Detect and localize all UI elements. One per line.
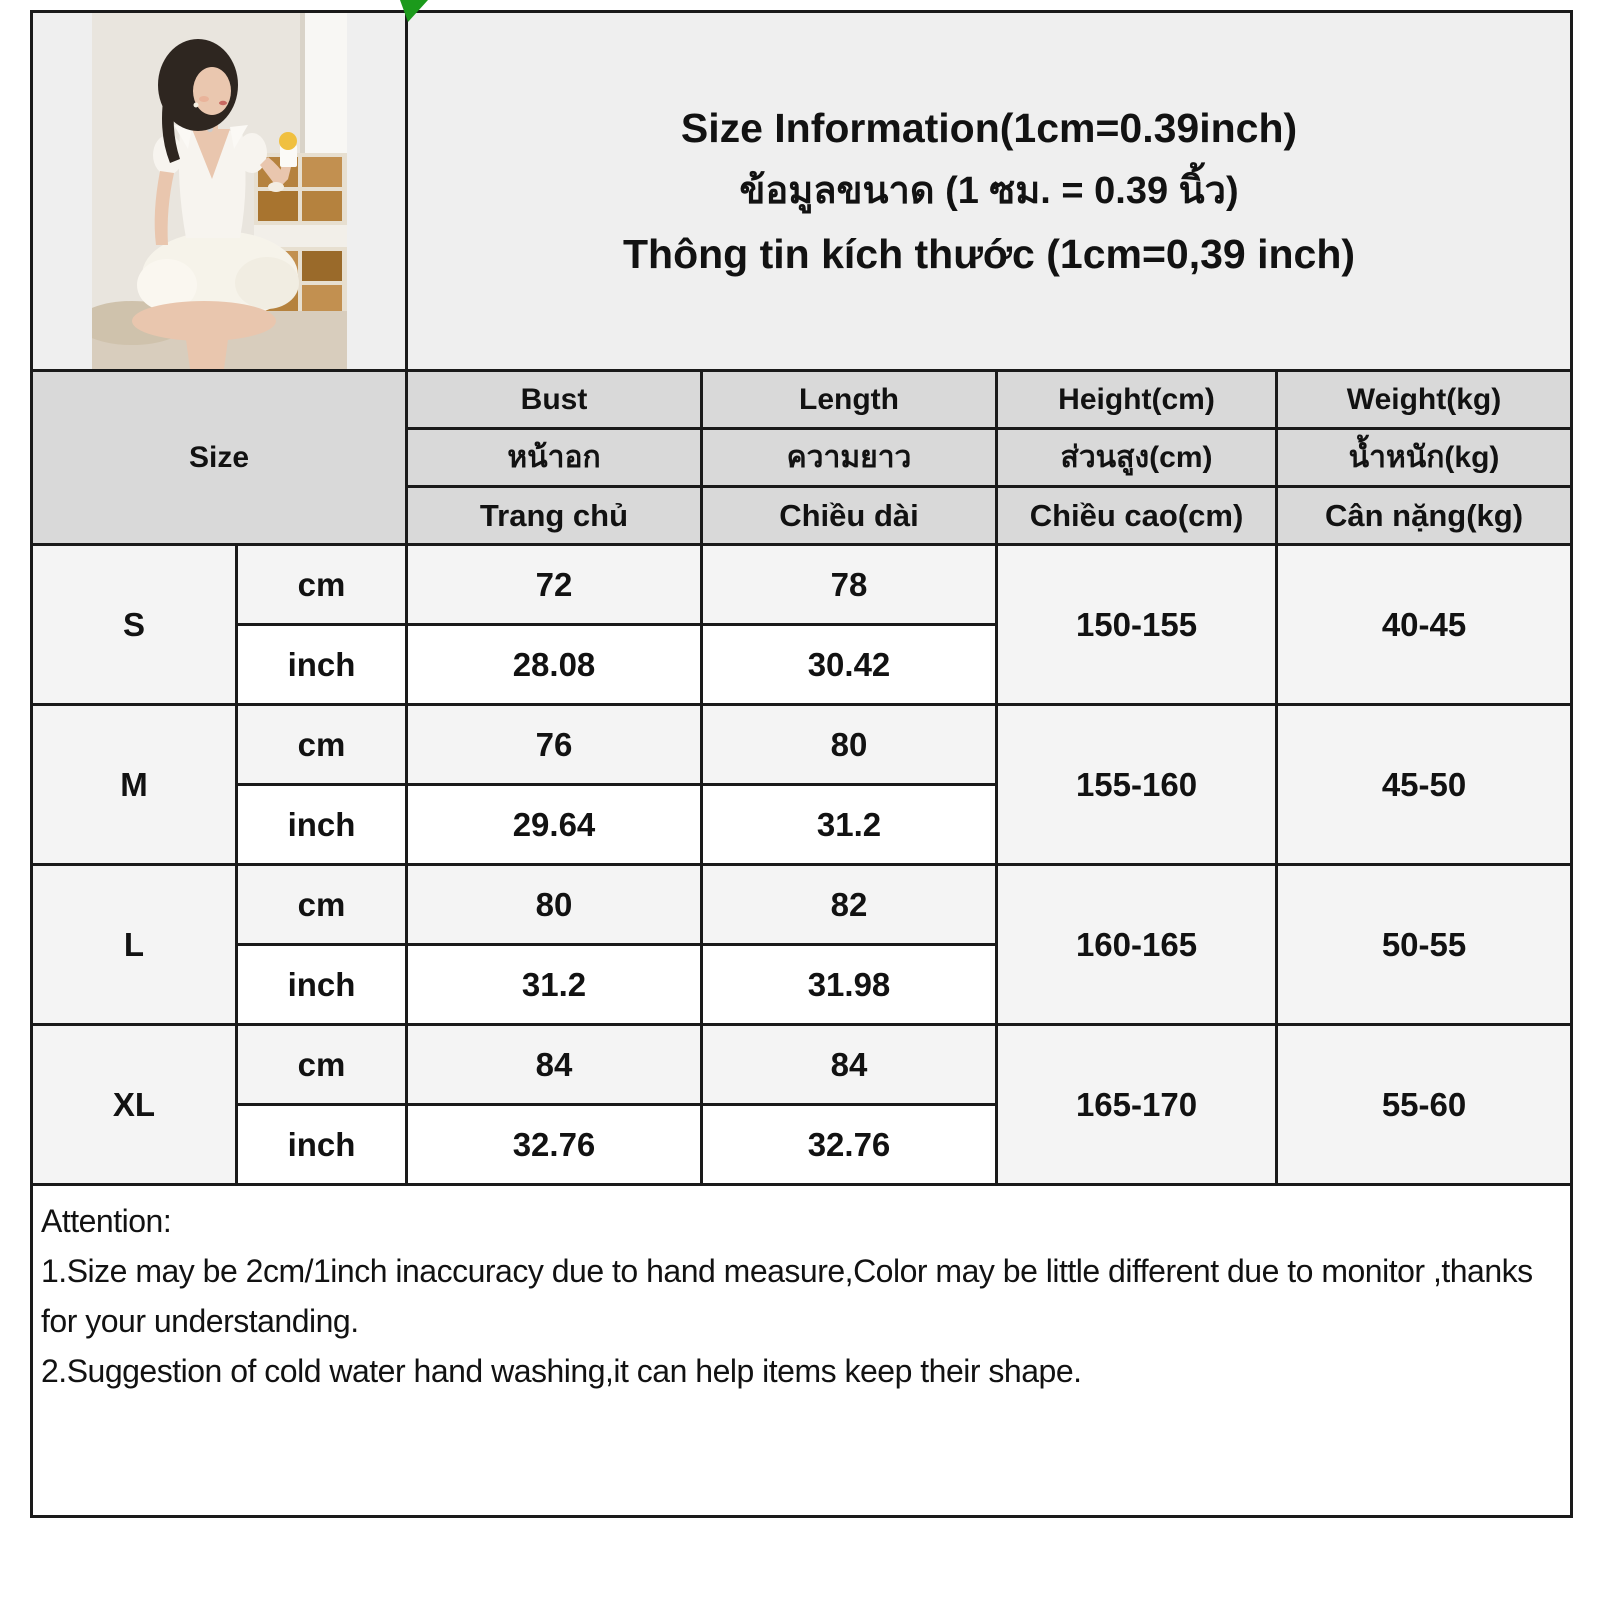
table-row-s-cm: S cm 72 78 150-155 40-45: [30, 543, 1574, 706]
header-row-english: Size Bust Length Height(cm) Weight(kg): [30, 369, 1574, 546]
height-s: 150-155: [995, 543, 1278, 706]
length-l-inch: 31.98: [700, 943, 998, 1026]
table-row-l-cm: L cm 80 82 160-165 50-55: [30, 863, 1574, 1026]
attention-note-1: 1.Size may be 2cm/1inch inaccuracy due t…: [41, 1253, 1533, 1339]
unit-cm: cm: [235, 1023, 408, 1106]
bust-s-cm: 72: [405, 543, 703, 626]
size-chart-sheet: Size Information(1cm=0.39inch) ข้อมูลขนา…: [29, 10, 1574, 1518]
unit-inch: inch: [235, 943, 408, 1026]
col-header-bust-en: Bust: [405, 369, 703, 430]
unit-inch: inch: [235, 783, 408, 866]
title-thai: ข้อมูลขนาด (1 ซม. = 0.39 นิ้ว): [739, 170, 1239, 212]
table-row-xl-cm: XL cm 84 84 165-170 55-60: [30, 1023, 1574, 1186]
header-row-thai: หน้าอก ความยาว ส่วนสูง(cm) น้ำหนัก(kg): [32, 427, 1574, 488]
length-m-inch: 31.2: [700, 783, 998, 866]
table-row-s-inch: inch 28.08 30.42: [32, 623, 1572, 706]
size-label-m: M: [30, 703, 238, 866]
bust-xl-inch: 32.76: [405, 1103, 703, 1186]
model-figure: [131, 39, 299, 368]
weight-m: 45-50: [1274, 703, 1574, 866]
col-header-length-vi: Chiều dài: [700, 485, 998, 546]
attention-heading: Attention:: [41, 1203, 172, 1239]
unit-inch: inch: [235, 623, 408, 706]
col-header-weight-en: Weight(kg): [1274, 369, 1574, 430]
table-row-m-inch: inch 29.64 31.2: [32, 783, 1572, 866]
height-m: 155-160: [995, 703, 1278, 866]
attention-section: Attention: 1.Size may be 2cm/1inch inacc…: [29, 1183, 1574, 1518]
top-row: Size Information(1cm=0.39inch) ข้อมูลขนา…: [30, 10, 1574, 372]
header-row-vietnamese: Trang chủ Chiều dài Chiều cao(cm) Cân nặ…: [32, 485, 1574, 546]
photo-wrap: [35, 14, 404, 368]
title-english: Size Information(1cm=0.39inch): [680, 105, 1298, 151]
length-m-cm: 80: [700, 703, 998, 786]
col-header-height-en: Height(cm): [995, 369, 1278, 430]
product-photo: [91, 14, 347, 368]
table-row-xl-inch: inch 32.76 32.76: [32, 1103, 1572, 1186]
unit-cm: cm: [235, 543, 408, 626]
table-row-m-cm: M cm 76 80 155-160 45-50: [30, 703, 1574, 866]
tile-wall: [253, 153, 347, 319]
col-header-bust-th: หน้าอก: [405, 427, 703, 488]
title-vietnamese: Thông tin kích thước (1cm=0,39 inch): [623, 231, 1356, 277]
green-corner-flag-icon: [400, 0, 428, 22]
table-row-l-inch: inch 31.2 31.98: [32, 943, 1572, 1026]
col-header-length-th: ความยาว: [700, 427, 998, 488]
bust-l-inch: 31.2: [405, 943, 703, 1026]
length-s-cm: 78: [700, 543, 998, 626]
bust-m-cm: 76: [405, 703, 703, 786]
size-label-l: L: [30, 863, 238, 1026]
size-header: Size: [30, 369, 408, 546]
attention-row: Attention: 1.Size may be 2cm/1inch inacc…: [29, 1183, 1574, 1518]
size-label-s: S: [30, 543, 238, 706]
col-header-bust-vi: Trang chủ: [405, 485, 703, 546]
attention-note-2: 2.Suggestion of cold water hand washing,…: [41, 1353, 1082, 1389]
length-xl-inch: 32.76: [700, 1103, 998, 1186]
length-xl-cm: 84: [700, 1023, 998, 1106]
length-s-inch: 30.42: [700, 623, 998, 706]
length-l-cm: 82: [700, 863, 998, 946]
col-header-length-en: Length: [700, 369, 998, 430]
col-header-height-th: ส่วนสูง(cm): [995, 427, 1278, 488]
unit-cm: cm: [235, 703, 408, 786]
col-header-height-vi: Chiều cao(cm): [995, 485, 1278, 546]
height-l: 160-165: [995, 863, 1278, 1026]
col-header-weight-vi: Cân nặng(kg): [1274, 485, 1574, 546]
unit-inch: inch: [235, 1103, 408, 1186]
size-label-xl: XL: [30, 1023, 238, 1186]
weight-l: 50-55: [1274, 863, 1574, 1026]
title-cell: Size Information(1cm=0.39inch) ข้อมูลขนา…: [404, 10, 1574, 372]
photo-cell: [30, 10, 408, 372]
col-header-weight-th: น้ำหนัก(kg): [1274, 427, 1574, 488]
bust-s-inch: 28.08: [405, 623, 703, 706]
weight-s: 40-45: [1274, 543, 1574, 706]
bust-xl-cm: 84: [405, 1023, 703, 1106]
bust-l-cm: 80: [405, 863, 703, 946]
bust-m-inch: 29.64: [405, 783, 703, 866]
weight-xl: 55-60: [1274, 1023, 1574, 1186]
height-xl: 165-170: [995, 1023, 1278, 1186]
unit-cm: cm: [235, 863, 408, 946]
size-table: Size Information(1cm=0.39inch) ข้อมูลขนา…: [29, 10, 1574, 1518]
